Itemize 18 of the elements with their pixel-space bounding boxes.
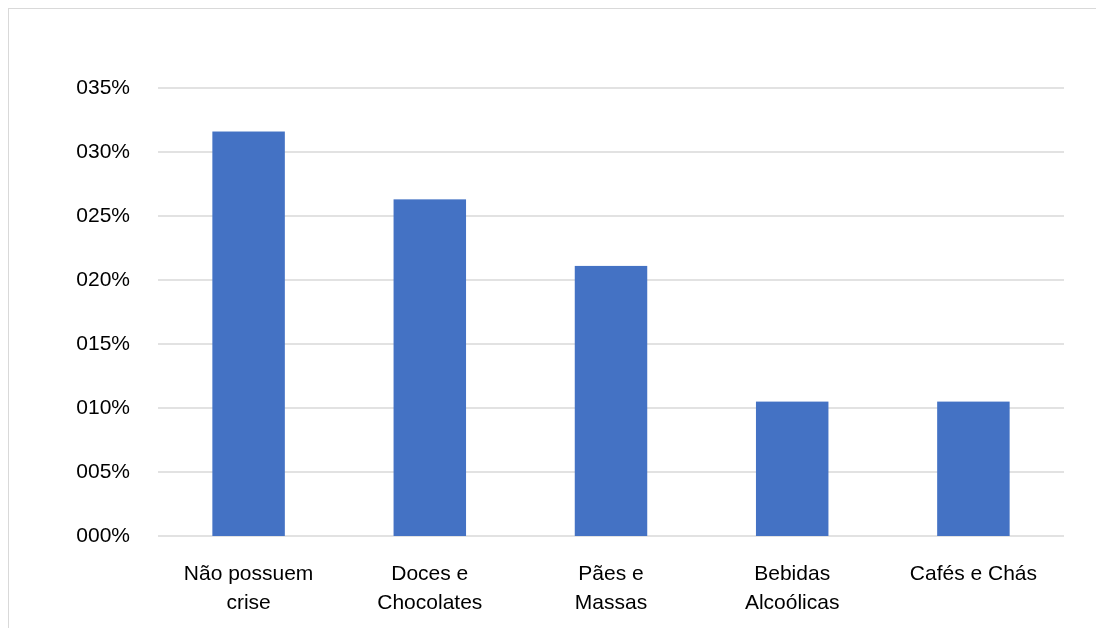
x-tick-label: Cafés e Chás [909, 561, 1038, 584]
x-tick-label: Não possuem crise [183, 561, 314, 613]
y-tick-label: 015% [76, 330, 130, 354]
bar [212, 131, 285, 536]
bar [393, 199, 467, 536]
y-tick-label: 010% [76, 394, 130, 418]
x-tick-label: Pães e Massas [574, 561, 648, 613]
y-tick-label: 020% [76, 266, 130, 290]
y-tick-label: 000% [76, 522, 130, 546]
y-tick-label: 035% [76, 74, 130, 98]
x-tick-label: Doces e Chocolates [377, 561, 483, 613]
bar [574, 265, 648, 536]
y-tick-label: 025% [76, 202, 130, 226]
y-tick-label: 030% [76, 138, 130, 162]
bar [937, 401, 1010, 536]
x-tick-label: Bebidas Alcoólicas [744, 561, 840, 613]
bar [755, 401, 829, 536]
y-tick-label: 005% [76, 458, 130, 482]
